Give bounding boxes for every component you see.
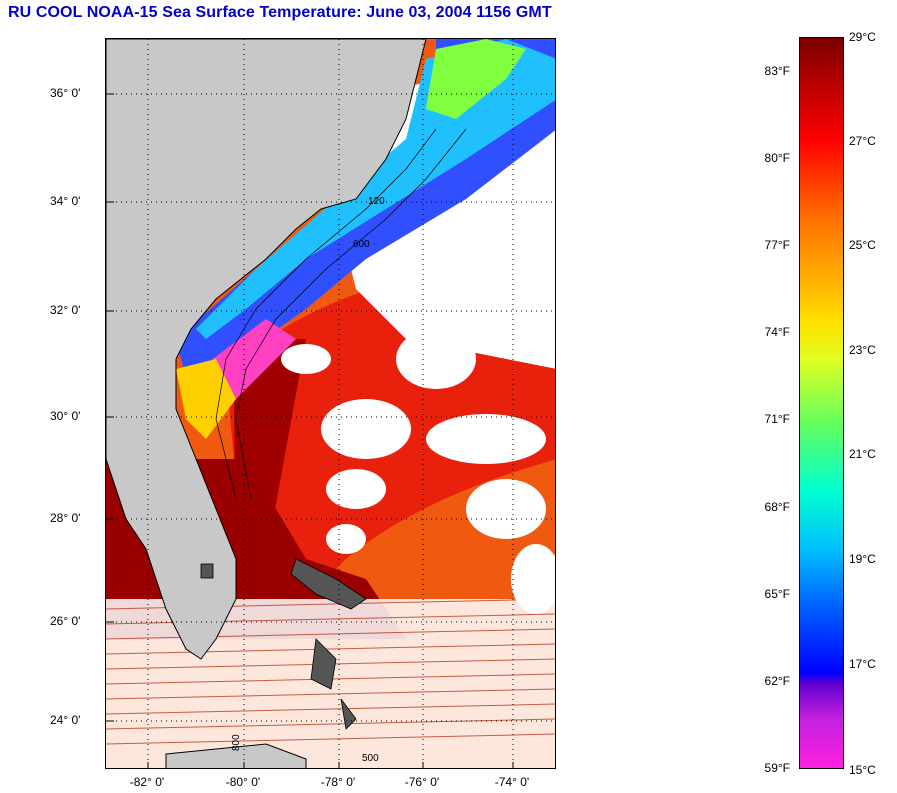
colorbar-c-27: 27°C — [849, 134, 876, 148]
green-patch — [426, 39, 526, 119]
colorbar-c-19: 19°C — [849, 552, 876, 566]
contour-label-800: 800 — [231, 734, 242, 751]
colorbar-c-15: 15°C — [849, 763, 876, 777]
colorbar-c-25: 25°C — [849, 238, 876, 252]
colorbar-f-83: 83°F — [764, 64, 790, 78]
colorbar-f-74: 74°F — [764, 325, 790, 339]
yellow-nearshore — [176, 359, 236, 439]
lon-label-74: -74° 0' — [494, 775, 530, 789]
bahamas-islands — [200, 558, 367, 730]
lat-label-24: 24° 0' — [50, 713, 81, 727]
graticule — [106, 39, 555, 768]
cyan-shelf-band — [196, 39, 555, 339]
lon-label-82: -82° 0' — [129, 775, 165, 789]
cuba-coast — [165, 743, 307, 768]
colorbar-f-68: 68°F — [764, 500, 790, 514]
lat-label-26: 26° 0' — [50, 614, 81, 628]
cloud-patches — [281, 329, 555, 614]
lat-label-30: 30° 0' — [50, 409, 81, 423]
map-title: RU COOL NOAA-15 Sea Surface Temperature:… — [8, 4, 552, 21]
sst-map: 120 600 800 500 — [105, 38, 556, 769]
axis-ticks — [106, 93, 514, 768]
land-mass — [106, 39, 427, 660]
lat-label-36: 36° 0' — [50, 86, 81, 100]
contour-label-500: 500 — [362, 753, 379, 764]
colorbar-f-77: 77°F — [764, 238, 790, 252]
colorbar-c-29: 29°C — [849, 30, 876, 44]
temperature-colorbar — [799, 37, 844, 769]
lat-label-34: 34° 0' — [50, 194, 81, 208]
colorbar-f-62: 62°F — [764, 674, 790, 688]
contour-label-600: 600 — [353, 239, 370, 250]
colorbar-f-71: 71°F — [764, 412, 790, 426]
colorbar-c-23: 23°C — [849, 343, 876, 357]
lon-label-80: -80° 0' — [225, 775, 261, 789]
lat-label-28: 28° 0' — [50, 511, 81, 525]
lon-label-78: -78° 0' — [320, 775, 356, 789]
lon-label-76: -76° 0' — [404, 775, 440, 789]
colorbar-c-17: 17°C — [849, 657, 876, 671]
isobaths — [215, 128, 467, 500]
colorbar-f-59: 59°F — [764, 761, 790, 775]
colorbar-f-80: 80°F — [764, 151, 790, 165]
sst-map-canvas: 120 600 800 500 — [106, 39, 555, 768]
colorbar-f-65: 65°F — [764, 587, 790, 601]
lat-label-32: 32° 0' — [50, 303, 81, 317]
colorbar-c-21: 21°C — [849, 447, 876, 461]
